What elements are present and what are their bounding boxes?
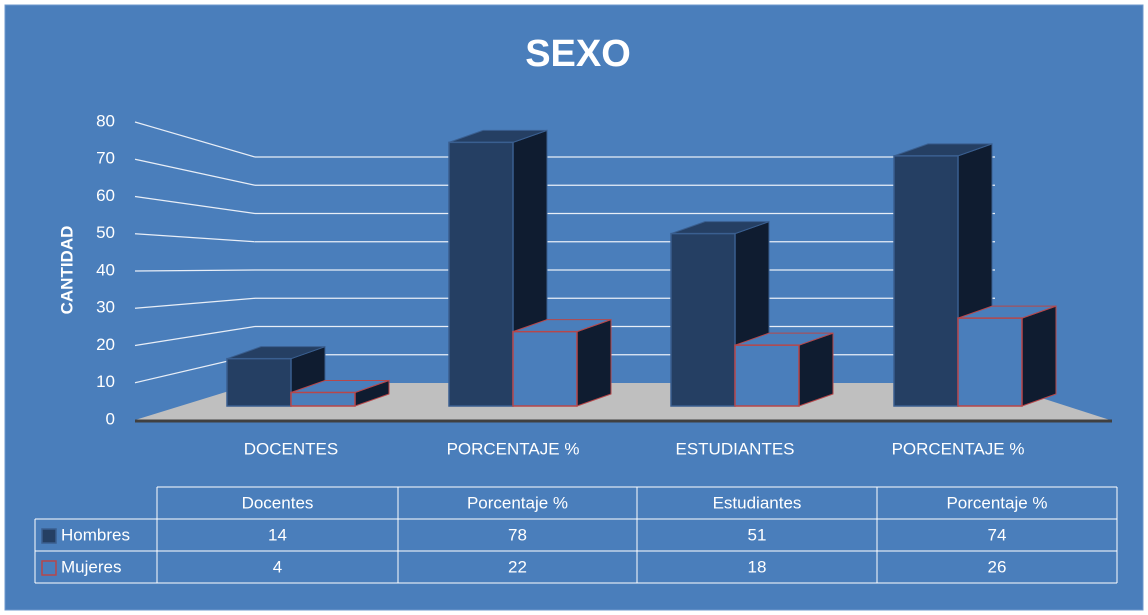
grid-line: [134, 233, 256, 243]
y-tick-label: 40: [96, 260, 115, 279]
bar: [290, 391, 356, 407]
x-tick-label: DOCENTES: [244, 439, 338, 458]
bar: [734, 344, 800, 407]
legend-key: [41, 528, 57, 544]
bar: [670, 232, 736, 407]
table-header: Porcentaje %: [467, 493, 568, 512]
y-tick-label: 10: [96, 372, 115, 391]
grid-line: [134, 195, 256, 215]
table-value: 74: [988, 525, 1007, 544]
table-value: 4: [273, 557, 282, 576]
bar-side: [576, 318, 612, 407]
grid-line: [134, 269, 256, 272]
table-value: 14: [268, 525, 287, 544]
table-header: Docentes: [242, 493, 314, 512]
x-tick-label: PORCENTAJE %: [447, 439, 580, 458]
y-tick-label: 20: [96, 335, 115, 354]
y-tick-label: 80: [96, 111, 115, 130]
table-header: Porcentaje %: [946, 493, 1047, 512]
chart-title: SEXO: [525, 33, 631, 75]
y-tick-label: 30: [96, 298, 115, 317]
table-value: 26: [988, 557, 1007, 576]
grid-line: [134, 297, 256, 309]
x-tick-label: ESTUDIANTES: [675, 439, 794, 458]
bar: [448, 141, 514, 407]
y-axis-label: CANTIDAD: [57, 226, 76, 315]
bar: [893, 155, 959, 407]
table-value: 78: [508, 525, 527, 544]
legend-label: Mujeres: [61, 557, 121, 576]
table-value: 51: [748, 525, 767, 544]
y-tick-label: 60: [96, 186, 115, 205]
grid-line: [134, 158, 256, 186]
bar-side: [1021, 305, 1057, 407]
legend-key: [41, 560, 57, 576]
x-tick-label: PORCENTAJE %: [892, 439, 1025, 458]
bar: [957, 317, 1023, 407]
grid-line: [134, 325, 256, 347]
table-value: 18: [748, 557, 767, 576]
legend-label: Hombres: [61, 525, 130, 544]
grid-line: [134, 121, 256, 158]
y-tick-label: 0: [106, 409, 115, 428]
bar: [512, 330, 578, 407]
table-value: 22: [508, 557, 527, 576]
y-tick-label: 50: [96, 223, 115, 242]
bar-side: [798, 332, 834, 407]
table-header: Estudiantes: [713, 493, 802, 512]
bar: [226, 357, 292, 407]
y-tick-label: 70: [96, 149, 115, 168]
